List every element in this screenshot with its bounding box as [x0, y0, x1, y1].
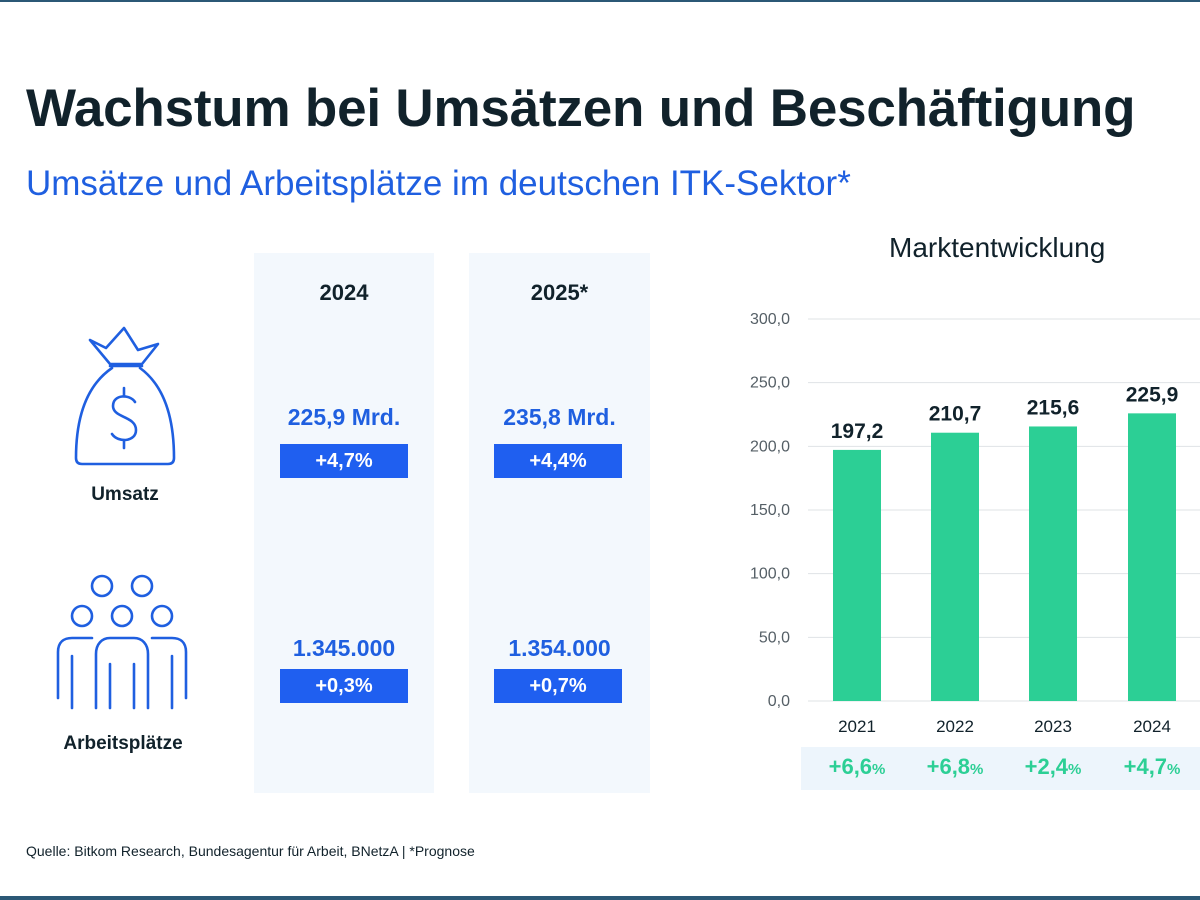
growth-number: +6,6 [828, 754, 873, 779]
x-tick-label: 2022 [936, 717, 974, 736]
bar [931, 432, 979, 701]
arbeitsplaetze-2025-value: 1.354.000 [508, 635, 611, 661]
y-tick-label: 150,0 [750, 502, 790, 519]
growth-unit: % [1068, 761, 1082, 778]
page-subtitle: Umsätze und Arbeitsplätze im deutschen I… [26, 164, 851, 203]
bar-value-label: 215,6 [1027, 396, 1080, 419]
top-rule [0, 0, 1200, 2]
bar [833, 449, 881, 701]
bar-value-label: 225,9 [1126, 383, 1179, 406]
column-panel-2024 [254, 253, 434, 793]
umsatz-2024-change-badge: +4,7% [280, 444, 408, 478]
y-tick-label: 0,0 [768, 693, 790, 710]
y-tick-label: 50,0 [759, 629, 790, 646]
growth-unit: % [1167, 761, 1181, 778]
column-header-2024: 2024 [319, 280, 369, 305]
y-tick-label: 200,0 [750, 438, 790, 455]
market-bar-chart: 0,0 50,0 100,0 150,0 200,0 250,0 300,0 197,2 202… [750, 311, 1200, 736]
page-title: Wachstum bei Umsätzen und Beschäftigung [26, 79, 1136, 138]
growth-number: +2,4 [1024, 754, 1069, 779]
source-note: Quelle: Bitkom Research, Bundesagentur f… [26, 843, 475, 859]
y-tick-label: 300,0 [750, 311, 790, 328]
bar-value-label: 210,7 [929, 403, 982, 426]
x-tick-label: 2021 [838, 717, 876, 736]
arbeitsplaetze-2024-change-badge: +0,3% [280, 669, 408, 703]
arbeitsplaetze-2024-value: 1.345.000 [292, 635, 396, 661]
x-tick-label: 2024 [1133, 717, 1171, 736]
money-bag-icon [74, 326, 176, 466]
growth-number: +4,7 [1123, 754, 1168, 779]
growth-band [801, 747, 1200, 790]
growth-unit: % [970, 761, 984, 778]
growth-unit: % [872, 761, 886, 778]
bottom-rule [0, 896, 1200, 900]
arbeitsplaetze-2025-change-badge: +0,7% [494, 669, 622, 703]
column-panel-2025 [469, 253, 650, 793]
row-label-arbeitsplaetze: Arbeitsplätze [63, 733, 183, 754]
x-tick-label: 2023 [1034, 717, 1072, 736]
growth-value: +4,7% [1097, 754, 1200, 780]
y-tick-label: 100,0 [750, 566, 790, 583]
growth-value: +2,4% [998, 754, 1108, 780]
row-label-umsatz: Umsatz [91, 484, 159, 505]
growth-value: +6,6% [802, 754, 912, 780]
bar-value-label: 197,2 [831, 420, 884, 443]
growth-number: +6,8 [926, 754, 971, 779]
y-tick-label: 250,0 [750, 375, 790, 392]
bar [1128, 413, 1176, 701]
bar [1029, 426, 1077, 701]
column-header-2025: 2025* [530, 280, 589, 305]
chart-title: Marktentwicklung [889, 232, 1106, 263]
umsatz-2024-value: 225,9 Mrd. [287, 404, 401, 430]
people-group-icon [56, 574, 188, 710]
umsatz-2025-change-badge: +4,4% [494, 444, 622, 478]
growth-value: +6,8% [900, 754, 1010, 780]
umsatz-2025-value: 235,8 Mrd. [503, 404, 616, 430]
